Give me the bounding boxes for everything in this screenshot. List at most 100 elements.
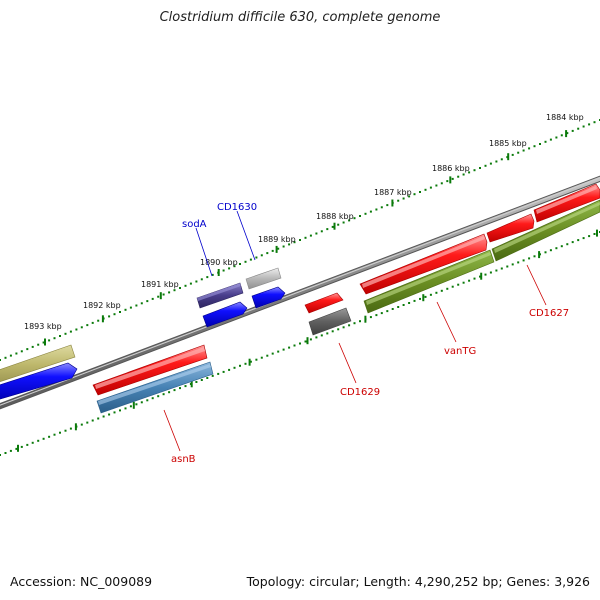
minor-tick — [80, 326, 83, 329]
minor-tick — [479, 275, 481, 278]
gene-label-vantg[interactable]: vanTG — [444, 346, 476, 357]
page-title: Clostridium difficile 630, complete geno… — [159, 10, 441, 25]
minor-tick — [522, 149, 525, 152]
minor-tick — [435, 291, 438, 294]
minor-tick — [260, 356, 263, 359]
minor-tick — [271, 352, 274, 355]
gene-blue-soda[interactable] — [202, 301, 248, 328]
minor-tick — [353, 322, 356, 325]
minor-tick — [299, 342, 301, 345]
minor-tick — [20, 350, 23, 353]
minor-tick — [408, 195, 411, 198]
minor-tick — [195, 381, 198, 383]
gene-cd1630[interactable] — [245, 267, 282, 290]
minor-tick — [108, 413, 111, 416]
minor-tick — [9, 449, 12, 452]
minor-tick — [184, 385, 187, 388]
minor-tick — [288, 346, 291, 349]
minor-tick — [157, 295, 160, 298]
minor-tick — [342, 221, 345, 224]
minor-tick — [20, 445, 23, 448]
minor-tick — [331, 330, 334, 333]
minor-tick — [429, 186, 432, 189]
minor-tick — [53, 337, 56, 340]
minor-tick — [233, 265, 236, 268]
minor-tick — [549, 249, 552, 252]
gene-cd1629[interactable] — [304, 292, 344, 314]
minor-tick — [331, 225, 334, 228]
gene-blue-cd1630[interactable] — [251, 286, 286, 309]
gene-label-cd1627[interactable]: CD1627 — [529, 308, 569, 319]
minor-tick — [233, 366, 236, 369]
minor-tick — [86, 324, 89, 327]
minor-tick — [304, 236, 307, 239]
gene-vanTG[interactable] — [359, 233, 488, 295]
minor-tick — [119, 311, 121, 313]
minor-tick — [222, 370, 225, 373]
minor-tick — [549, 138, 552, 141]
gene-cd1627-a[interactable] — [486, 213, 535, 243]
minor-tick — [69, 330, 72, 333]
minor-tick — [440, 182, 443, 185]
minor-tick — [446, 180, 449, 183]
minor-tick — [48, 435, 51, 438]
callouts — [163, 210, 547, 452]
minor-tick — [195, 280, 198, 283]
minor-tick — [91, 321, 94, 324]
minor-tick — [369, 316, 372, 319]
gene-blue-left[interactable] — [0, 362, 78, 402]
gene-label-cd1630[interactable]: CD1630 — [217, 202, 257, 213]
minor-tick — [293, 344, 296, 347]
minor-tick — [511, 153, 514, 156]
minor-tick — [4, 452, 7, 454]
minor-tick — [386, 310, 389, 313]
minor-tick — [577, 127, 580, 130]
gene-olive-cd1627[interactable] — [491, 199, 600, 262]
minor-tick — [15, 447, 18, 450]
minor-tick — [277, 247, 280, 250]
kbp-label: 1887 kbp — [374, 188, 412, 197]
minor-tick — [26, 443, 29, 446]
minor-tick — [348, 324, 351, 327]
gene-label-sodA[interactable]: sodA — [182, 219, 207, 230]
minor-tick — [555, 136, 558, 139]
gene-sodA[interactable] — [196, 282, 244, 309]
gene-cd1627[interactable] — [533, 183, 600, 223]
minor-tick — [200, 278, 203, 281]
gene-khaki[interactable] — [0, 344, 76, 385]
minor-tick — [359, 320, 361, 323]
minor-tick — [489, 271, 492, 274]
minor-tick — [31, 345, 34, 348]
gene-cd1629-lower[interactable] — [308, 307, 352, 336]
minor-tick — [129, 405, 132, 408]
minor-tick — [26, 348, 29, 351]
minor-tick — [179, 287, 181, 289]
gene-label-cd1629[interactable]: CD1629 — [340, 387, 380, 398]
minor-tick — [288, 243, 291, 246]
minor-tick — [419, 297, 421, 300]
minor-tick — [408, 302, 411, 304]
minor-tick — [539, 143, 541, 145]
gene-asnB-lower[interactable] — [96, 361, 214, 414]
minor-tick — [397, 306, 400, 308]
minor-tick — [451, 177, 454, 180]
minor-tick — [42, 341, 45, 344]
minor-tick — [326, 228, 329, 231]
minor-tick — [413, 299, 416, 302]
minor-tick — [337, 223, 340, 226]
gene-asnB[interactable] — [92, 344, 208, 396]
minor-tick — [348, 219, 351, 222]
minor-tick — [140, 302, 143, 305]
minor-tick — [102, 415, 105, 418]
minor-tick — [239, 263, 241, 265]
minor-tick — [266, 354, 269, 357]
minor-tick — [380, 206, 383, 209]
minor-tick — [462, 281, 465, 284]
minor-tick — [364, 212, 367, 215]
gene-olive-vantg[interactable] — [363, 249, 495, 314]
minor-tick — [189, 282, 192, 285]
gene-label-asnb[interactable]: asnB — [171, 454, 196, 465]
minor-tick — [282, 348, 285, 351]
minor-tick — [560, 134, 563, 137]
outer-tick-track — [0, 119, 600, 361]
